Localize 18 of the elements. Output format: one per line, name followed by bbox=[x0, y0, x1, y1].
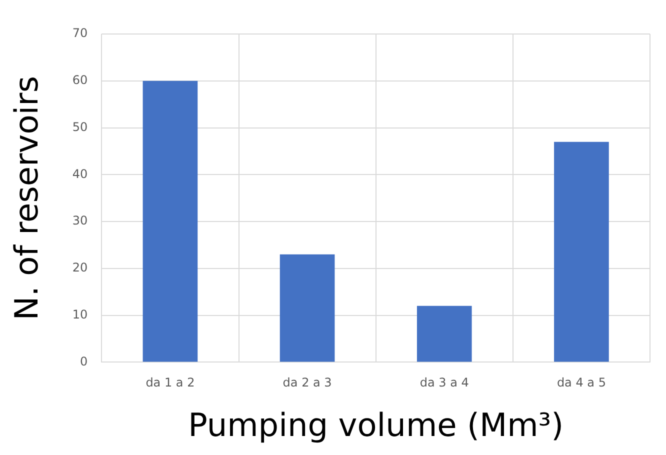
bar bbox=[280, 254, 335, 362]
y-tick-label: 30 bbox=[72, 214, 88, 228]
bar bbox=[554, 142, 609, 362]
x-tick-label: da 2 a 3 bbox=[282, 376, 332, 390]
y-tick-label: 20 bbox=[72, 260, 88, 275]
x-tick-label: da 4 a 5 bbox=[556, 376, 606, 390]
x-tick-label: da 1 a 2 bbox=[146, 376, 195, 390]
y-tick-label: 40 bbox=[72, 166, 88, 181]
y-tick-label: 60 bbox=[72, 73, 88, 88]
y-axis-title: N. of reservoirs bbox=[8, 76, 46, 320]
x-tick-label: da 3 a 4 bbox=[420, 376, 469, 390]
bar bbox=[416, 306, 472, 362]
x-axis-title: Pumping volume (Mm³) bbox=[188, 406, 564, 444]
bar bbox=[142, 80, 198, 362]
y-tick-label: 10 bbox=[72, 307, 88, 322]
y-tick-label: 50 bbox=[72, 120, 88, 134]
y-tick-label: 0 bbox=[80, 354, 88, 368]
y-tick-label: 70 bbox=[72, 26, 88, 40]
